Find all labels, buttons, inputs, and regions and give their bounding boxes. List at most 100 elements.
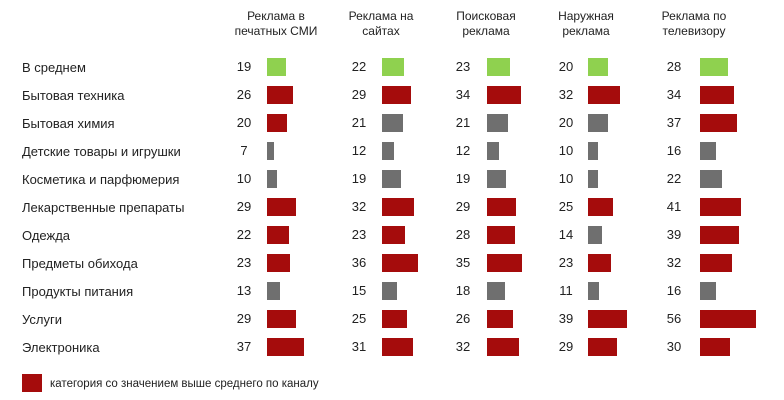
value-label: 28 (667, 59, 681, 74)
value-label: 35 (456, 255, 470, 270)
value-label: 29 (237, 199, 251, 214)
row-label: Предметы обихода (22, 256, 139, 271)
row-label: Одежда (22, 228, 71, 243)
value-label: 14 (559, 227, 573, 242)
bar (382, 254, 418, 272)
row-label: Детские товары и игрушки (22, 144, 181, 159)
value-label: 25 (352, 311, 366, 326)
column-header-line2: печатных СМИ (235, 24, 318, 38)
bar (700, 114, 737, 132)
bar (267, 142, 274, 160)
value-label: 10 (559, 143, 573, 158)
value-label: 13 (237, 283, 251, 298)
value-label: 25 (559, 199, 573, 214)
value-label: 22 (667, 171, 681, 186)
bar (487, 282, 505, 300)
value-label: 26 (456, 311, 470, 326)
value-label: 12 (352, 143, 366, 158)
bar (588, 254, 611, 272)
row-label: Бытовая химия (22, 116, 115, 131)
bar (487, 338, 519, 356)
row-label: В среднем (22, 60, 86, 75)
column-header-line1: Наружная (558, 9, 614, 23)
bar (267, 114, 287, 132)
value-label: 30 (667, 339, 681, 354)
value-label: 15 (352, 283, 366, 298)
bar (700, 58, 728, 76)
bar (588, 198, 613, 216)
bar (382, 226, 405, 244)
bar (382, 170, 401, 188)
column-header-line2: телевизору (663, 24, 726, 38)
bar (588, 58, 608, 76)
value-label: 37 (667, 115, 681, 130)
column-header-line2: сайтах (362, 24, 399, 38)
bar (382, 338, 413, 356)
bar (267, 282, 280, 300)
row-label: Электроника (22, 340, 100, 355)
value-label: 16 (667, 143, 681, 158)
bar (487, 142, 499, 160)
value-label: 23 (352, 227, 366, 242)
value-label: 32 (352, 199, 366, 214)
value-label: 29 (559, 339, 573, 354)
value-label: 37 (237, 339, 251, 354)
bar (700, 338, 730, 356)
value-label: 16 (667, 283, 681, 298)
value-label: 28 (456, 227, 470, 242)
value-label: 20 (559, 115, 573, 130)
bar (588, 310, 627, 328)
value-label: 39 (559, 311, 573, 326)
value-label: 34 (456, 87, 470, 102)
bar (267, 310, 296, 328)
legend-swatch (22, 374, 42, 392)
bar (267, 170, 277, 188)
bar (700, 142, 716, 160)
bar (487, 170, 506, 188)
column-header-line2: реклама (562, 24, 610, 38)
column-header-line1: Реклама по (662, 9, 727, 23)
bar (382, 58, 404, 76)
row-label: Бытовая техника (22, 88, 125, 103)
value-label: 19 (237, 59, 251, 74)
column-header-line1: Реклама на (349, 9, 414, 23)
bar (700, 254, 732, 272)
legend-label: категория со значением выше среднего по … (50, 378, 319, 390)
bar (487, 114, 508, 132)
value-label: 7 (240, 143, 247, 158)
value-label: 20 (559, 59, 573, 74)
bar (382, 142, 394, 160)
value-label: 10 (237, 171, 251, 186)
value-label: 32 (456, 339, 470, 354)
value-label: 18 (456, 283, 470, 298)
row-label: Лекарственные препараты (22, 200, 184, 215)
value-label: 41 (667, 199, 681, 214)
value-label: 19 (352, 171, 366, 186)
bar (487, 226, 515, 244)
bar (487, 58, 510, 76)
bar (588, 226, 602, 244)
bar (700, 226, 739, 244)
bar (382, 282, 397, 300)
bar (382, 310, 407, 328)
row-label: Косметика и парфюмерия (22, 172, 179, 187)
value-label: 23 (456, 59, 470, 74)
value-label: 29 (237, 311, 251, 326)
value-label: 10 (559, 171, 573, 186)
bar (588, 282, 599, 300)
bar (487, 310, 513, 328)
bar (588, 114, 608, 132)
bar (588, 338, 617, 356)
bar (700, 86, 734, 104)
bar (487, 254, 522, 272)
value-label: 11 (559, 283, 573, 298)
bar (588, 170, 598, 188)
bar (267, 58, 286, 76)
bar (382, 198, 414, 216)
bar (267, 86, 293, 104)
value-label: 31 (352, 339, 366, 354)
column-header-line1: Поисковая (456, 9, 515, 23)
bar (267, 226, 289, 244)
value-label: 21 (456, 115, 470, 130)
